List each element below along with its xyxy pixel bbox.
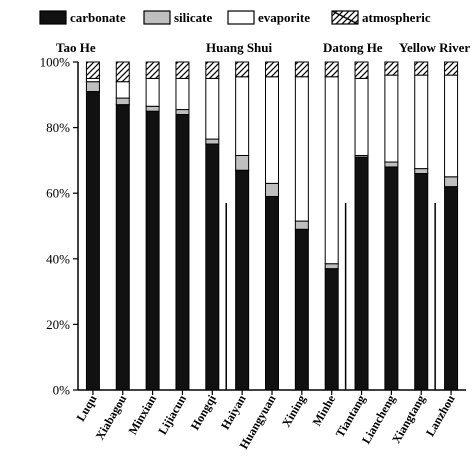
bar-silicate (85, 81, 100, 93)
bar-evaporite (145, 77, 160, 107)
bar-carbonate (85, 91, 100, 391)
bar-atmospheric (205, 61, 220, 79)
legend-hatch-mark (331, 10, 359, 25)
x-tick-label: Lanzhou (423, 392, 458, 439)
bar-atmospheric (265, 61, 279, 78)
legend-label-evaporite: evaporite (258, 10, 310, 25)
bar-carbonate (354, 156, 369, 391)
bar-evaporite (205, 77, 220, 140)
bar-evaporite (414, 74, 429, 170)
y-tick-label: 0% (53, 383, 71, 398)
bar-carbonate (324, 268, 339, 391)
bar-evaporite (175, 77, 190, 111)
bar-atmospheric (444, 61, 459, 76)
bar-evaporite (294, 76, 309, 222)
legend-swatch-carbonate (39, 10, 67, 25)
bar-carbonate (205, 143, 220, 391)
x-tick-label: Lijiacun (155, 392, 189, 437)
bar-silicate (175, 109, 190, 115)
bars (85, 61, 459, 391)
legend-swatch-evaporite (227, 10, 255, 25)
bar-silicate (294, 220, 309, 230)
legend-label-carbonate: carbonate (70, 10, 126, 25)
legend: carbonate silicate evaporite atmospheric (39, 10, 431, 25)
bar-atmospheric (115, 61, 130, 83)
y-tick-label: 20% (46, 317, 70, 332)
bar-silicate (145, 105, 160, 112)
group-labels: Tao He Huang Shui Datong He Yellow River (56, 40, 470, 55)
group-label: Datong He (323, 40, 383, 55)
bar-silicate (444, 176, 459, 188)
y-tick-label: 100% (40, 55, 71, 70)
bar-atmospheric (384, 61, 399, 76)
legend-label-silicate: silicate (174, 10, 212, 25)
bar-atmospheric (324, 61, 339, 78)
legend-swatch-silicate (143, 10, 171, 25)
group-separators (225, 203, 436, 390)
bar-carbonate (444, 186, 459, 391)
bar-evaporite (324, 76, 339, 265)
bar-silicate (265, 182, 279, 197)
group-label: Yellow River (399, 40, 470, 55)
bar-carbonate (115, 104, 130, 391)
bar-carbonate (294, 228, 309, 391)
y-tick-label: 40% (46, 251, 70, 266)
bar-silicate (235, 154, 250, 171)
x-tick-label: Minhe (309, 392, 338, 428)
bar-evaporite (354, 77, 369, 156)
x-tick-label: Xining (279, 393, 308, 430)
bar-atmospheric (354, 61, 369, 79)
y-tick-label: 80% (46, 120, 70, 135)
bar-carbonate (235, 169, 250, 391)
axes: 0% 20% 40% 60% 80% 100% (40, 55, 466, 398)
bar-atmospheric (145, 61, 160, 79)
bar-silicate (384, 161, 399, 168)
bar-silicate (115, 97, 130, 106)
group-label: Tao He (56, 40, 96, 55)
x-tick-label: Luqu (73, 392, 99, 424)
bar-atmospheric (85, 61, 100, 79)
bar-carbonate (265, 195, 279, 391)
bar-atmospheric (414, 61, 429, 76)
bar-carbonate (414, 173, 429, 391)
bar-carbonate (175, 113, 190, 391)
bar-evaporite (444, 74, 459, 178)
bar-silicate (414, 168, 429, 175)
bar-evaporite (265, 76, 279, 184)
bar-silicate (324, 263, 339, 270)
bar-carbonate (384, 166, 399, 391)
legend-label-atmospheric: atmospheric (362, 10, 431, 25)
bar-carbonate (145, 110, 160, 391)
bar-atmospheric (294, 61, 309, 78)
bar-silicate (205, 138, 220, 145)
y-tick-label: 60% (46, 186, 70, 201)
bar-evaporite (115, 81, 130, 99)
bar-atmospheric (175, 61, 190, 79)
bar-evaporite (384, 74, 399, 163)
bar-atmospheric (235, 61, 250, 78)
group-label: Huang Shui (206, 40, 273, 55)
x-tick-label: Haiyan (218, 392, 249, 432)
x-tick-label: Hongqi (188, 392, 219, 432)
bar-evaporite (235, 76, 250, 156)
